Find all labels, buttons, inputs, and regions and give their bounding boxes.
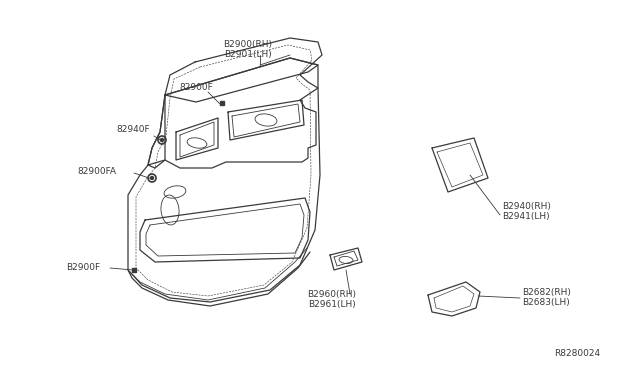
Text: B2940(RH): B2940(RH) [502, 202, 551, 211]
Bar [220, 101, 224, 105]
Text: B2960(RH): B2960(RH) [307, 289, 356, 298]
Text: 82900F: 82900F [179, 83, 213, 93]
Text: 82940F: 82940F [116, 125, 150, 135]
Text: 82900FA: 82900FA [77, 167, 116, 176]
Text: B2901(LH): B2901(LH) [224, 49, 272, 58]
Text: B2900F: B2900F [66, 263, 100, 273]
Circle shape [150, 176, 154, 180]
Text: B2941(LH): B2941(LH) [502, 212, 550, 221]
Text: B2961(LH): B2961(LH) [308, 299, 356, 308]
Text: B2900(RH): B2900(RH) [223, 39, 273, 48]
Text: B2682(RH): B2682(RH) [522, 288, 571, 296]
Text: B2683(LH): B2683(LH) [522, 298, 570, 307]
Circle shape [161, 138, 163, 141]
Text: R8280024: R8280024 [554, 349, 600, 358]
Bar [132, 268, 136, 272]
